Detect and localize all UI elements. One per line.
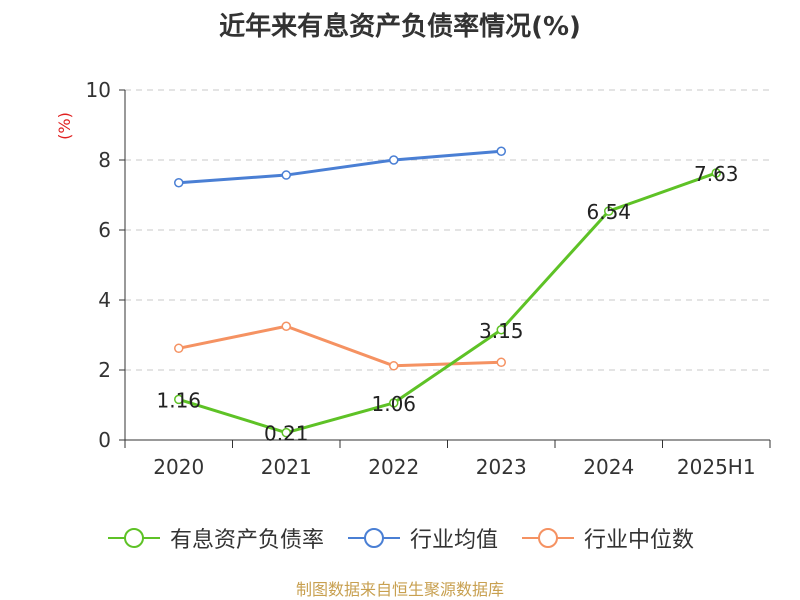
legend-swatch-icon [107,528,160,548]
legend-swatch-icon [522,528,574,548]
series-line [178,149,502,185]
data-point [496,325,506,335]
y-tick-label: 0 [98,428,111,452]
source-note: 制图数据来自恒生聚源数据库 [295,580,504,599]
data-point [711,168,721,178]
data-point [174,343,184,354]
legend-item: 行业中位数 [520,522,694,554]
data-labels: 1.16 0.21 1.06 3.15 6.54 7.63 [156,162,738,446]
data-label: 1.16 [156,388,201,412]
legend-item: 有息资产负债率 [106,522,324,554]
series-line [178,324,502,368]
data-label: 6.54 [586,200,631,224]
data-label: 3.15 [479,319,524,343]
y-tick-label: 6 [98,218,111,242]
series [174,146,721,438]
data-point [281,321,291,331]
legend: 有息资产负债率 行业均值 行业中位数 [0,520,800,556]
x-tick-label: 2023 [476,455,527,479]
legend-item: 行业均值 [346,522,498,554]
series-line [178,171,717,435]
data-point [389,155,399,165]
x-tick-label: 2025H1 [677,455,756,479]
data-point [496,357,506,368]
y-tick-label: 10 [86,78,111,102]
x-tick-label: 2021 [261,455,312,479]
data-point [174,394,184,405]
data-label: 1.06 [371,392,416,416]
data-point [389,361,399,371]
y-tick-label: 2 [98,358,111,382]
data-point [604,206,614,216]
data-label: 0.21 [264,422,309,446]
legend-swatch-icon [347,528,400,548]
x-tick-label: 2024 [583,455,634,479]
data-point [496,146,506,156]
x-tick-label: 2022 [368,455,419,479]
x-tick-label: 2020 [153,455,204,479]
data-point [281,170,291,180]
data-label: 7.63 [694,162,739,186]
data-point [281,427,291,438]
legend-label: 有息资产负债率 [169,528,324,553]
y-tick-label: 8 [98,148,111,172]
data-point [174,178,184,188]
y-tick-label: 4 [98,288,111,312]
legend-label: 行业中位数 [584,528,695,553]
chart-title: 近年来有息资产负债率情况(%) [219,12,581,42]
grid-lines [125,89,770,371]
data-point [389,398,399,408]
legend-label: 行业均值 [409,528,498,553]
axes: 0 2 4 6 8 10 2020 2021 2022 2023 2024 2025H1 [86,78,771,479]
y-axis-label: (%) [55,112,74,140]
